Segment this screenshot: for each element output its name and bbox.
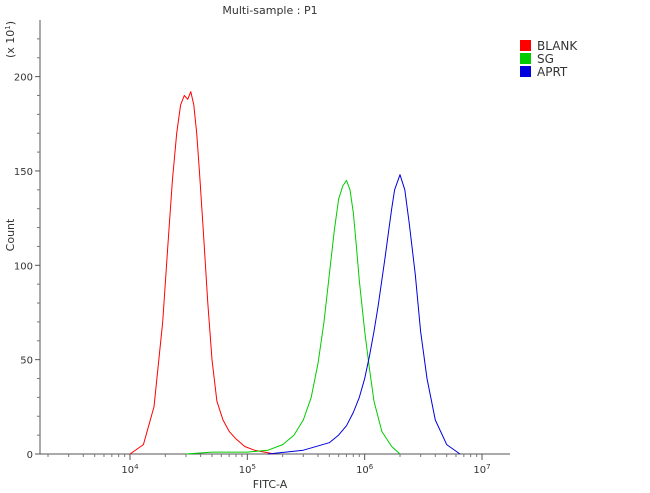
y-axis-label: Count [4,218,17,251]
plot-area: 0 50 100 150 200 104 105 106 107 [14,20,510,476]
x-tick-label: 106 [356,463,374,476]
y-tick-label: 150 [14,167,33,178]
legend-swatch-sg [520,53,531,64]
legend-swatch-blank [520,40,531,51]
legend-label-blank: BLANK [537,39,578,53]
legend-label-aprt: APRT [537,65,568,79]
series-line-aprt [267,174,461,455]
legend-swatch-aprt [520,66,531,77]
y-tick-label: 100 [14,261,33,272]
legend-label-sg: SG [537,52,554,66]
y-tick-label: 50 [20,356,33,367]
chart-title: Multi-sample : P1 [222,4,317,17]
y-tick-label: 200 [14,73,33,84]
x-tick-label: 107 [473,463,490,476]
x-tick-label: 104 [121,463,139,476]
y-tick-label: 0 [27,450,33,461]
series-line-blank [129,91,275,455]
series-line-sg [185,179,401,455]
x-tick-label: 105 [239,463,256,476]
x-axis-label: FITC-A [253,478,288,491]
y-axis-unit-label: (x 101) [4,21,17,58]
